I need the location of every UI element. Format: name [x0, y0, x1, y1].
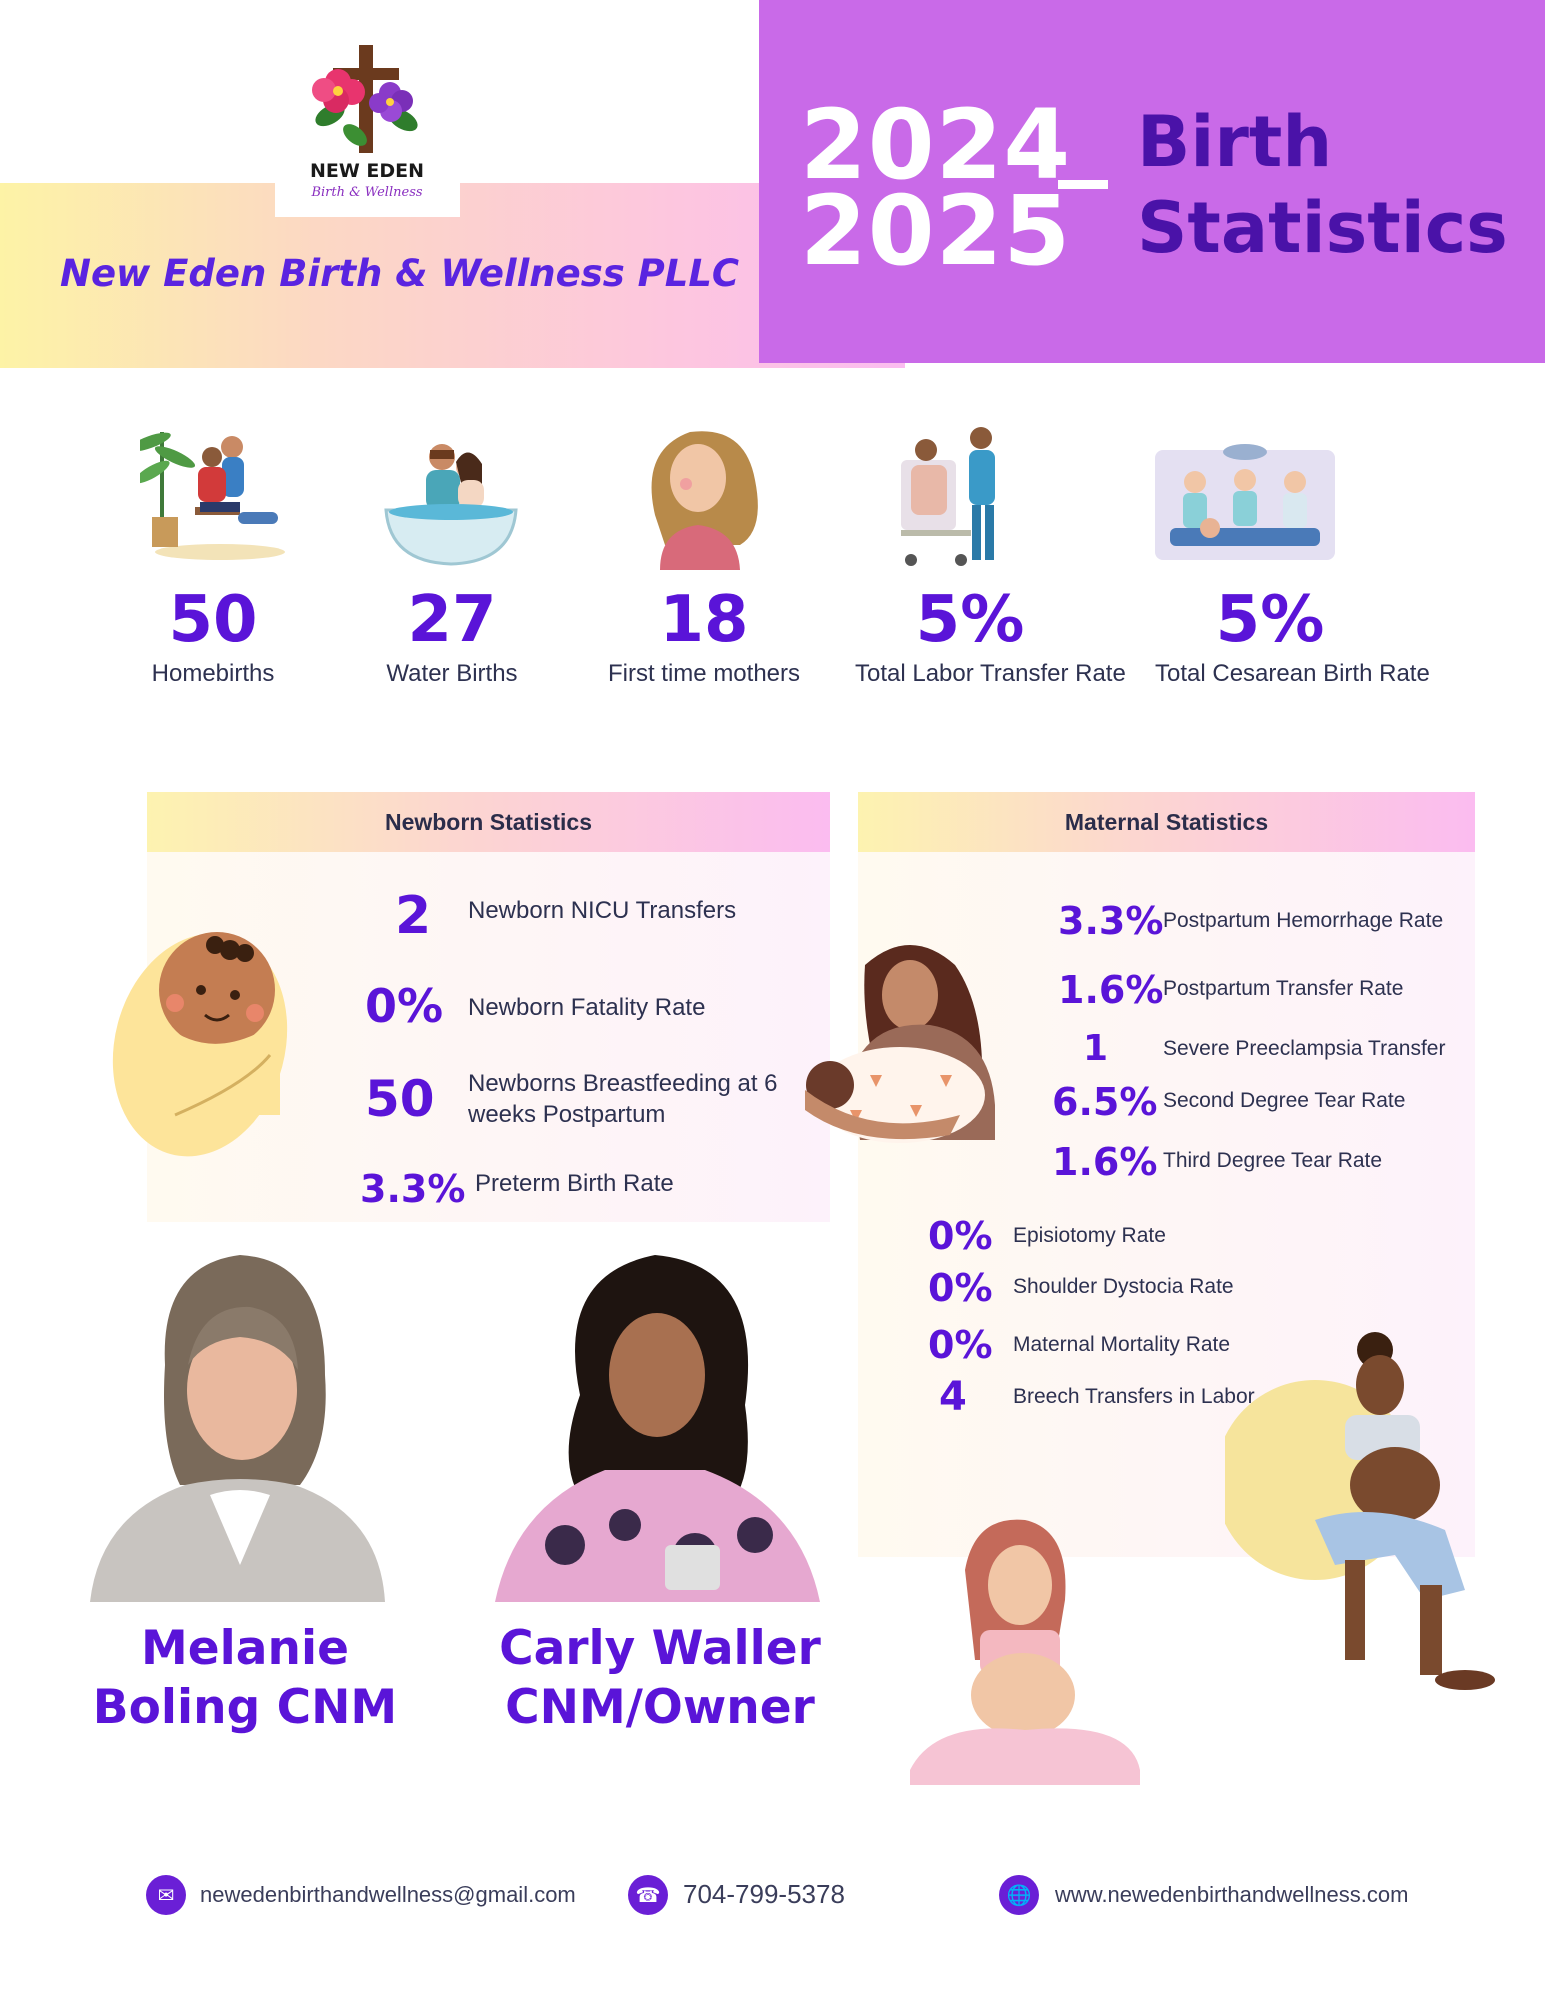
logo-line2: Birth & Wellness [310, 185, 422, 200]
maternal-label-2: Severe Preeclampsia Transfer [1163, 1037, 1446, 1060]
newborn-value-1: 0% [365, 979, 444, 1033]
stat-water-births: 27 Water Births [337, 588, 567, 688]
stat-label: Water Births [386, 660, 518, 687]
maternal-value-3: 6.5% [1052, 1080, 1158, 1124]
newborn-value-2: 50 [365, 1070, 435, 1128]
footer-phone[interactable]: 704-799-5378 [683, 1879, 845, 1909]
page-title-line2: Statistics [1137, 187, 1508, 269]
maternal-value-1: 1.6% [1058, 968, 1164, 1012]
stat-label: Total Labor Transfer Rate [855, 660, 1126, 687]
person-name-line: Melanie [141, 1621, 349, 1676]
stat-cesarean-birth-rate: 5% Total Cesarean Birth Rate [1155, 583, 1430, 688]
family-labor-illustration-icon [140, 432, 285, 560]
melanie-photo [90, 1255, 385, 1602]
maternal-label-7: Maternal Mortality Rate [1013, 1333, 1231, 1356]
newborn-label-2: Newborns Breastfeeding at 6 weeks Postpa… [468, 1070, 778, 1129]
logo: NEW EDEN Birth & Wellness [275, 40, 460, 217]
maternal-value-6: 0% [928, 1266, 993, 1310]
maternal-label-6: Shoulder Dystocia Rate [1013, 1275, 1234, 1298]
person-name-line: Boling CNM [92, 1679, 398, 1735]
footer-website[interactable]: www.newedenbirthandwellness.com [1055, 1882, 1409, 1907]
person-name-carly: Carly Waller CNM/Owner [470, 1620, 850, 1738]
operating-room-illustration-icon [1155, 444, 1335, 560]
stat-label: Homebirths [151, 660, 275, 687]
stat-value: 50 [168, 583, 258, 657]
newborn-label-3: Preterm Birth Rate [475, 1170, 674, 1197]
newborn-value-0: 2 [395, 886, 432, 946]
maternal-value-2: 1 [1083, 1028, 1109, 1069]
person-name-line: Carly Waller [499, 1621, 821, 1676]
year-start: 2024 [800, 89, 1072, 201]
stat-value: 27 [407, 583, 497, 657]
maternal-value-8: 4 [939, 1374, 967, 1420]
maternal-value-5: 0% [928, 1214, 993, 1258]
page-title-line1: Birth [1137, 101, 1333, 183]
newborn-label-0: Newborn NICU Transfers [468, 897, 737, 924]
stat-labor-transfer-rate: 5% Total Labor Transfer Rate [855, 583, 1126, 688]
breastfeeding-mother-illustration-icon [805, 945, 995, 1143]
stat-homebirths: 50 Homebirths [98, 588, 328, 688]
stat-value: 5% [1215, 583, 1325, 657]
mail-icon: ✉ [146, 1875, 186, 1915]
carly-photo [495, 1255, 820, 1602]
maternal-label-5: Episiotomy Rate [1013, 1224, 1166, 1247]
newborn-value-3: 3.3% [360, 1167, 466, 1211]
phone-icon: ☎ [628, 1875, 668, 1915]
globe-icon: 🌐 [999, 1875, 1039, 1915]
stat-value: 18 [659, 583, 749, 657]
stat-first-time-mothers: 18 First time mothers [589, 588, 819, 688]
newborn-panel-header: Newborn Statistics [147, 792, 830, 852]
maternal-value-0: 3.3% [1058, 899, 1164, 943]
maternal-label-8: Breech Transfers in Labor [1013, 1385, 1255, 1408]
footer-email[interactable]: newedenbirthandwellness@gmail.com [200, 1882, 576, 1907]
year-end: 2025 [800, 175, 1072, 287]
person-name-melanie: Melanie Boling CNM [60, 1620, 430, 1738]
stat-value: 5% [915, 583, 1025, 657]
hospital-transfer-illustration-icon [901, 427, 995, 566]
company-name: New Eden Birth & Wellness PLLC [60, 252, 740, 295]
exercise-ball-pregnant-woman-illustration-icon [1225, 1332, 1495, 1690]
year-dash [1058, 180, 1108, 189]
maternal-label-0: Postpartum Hemorrhage Rate [1163, 909, 1444, 932]
maternal-label-3: Second Degree Tear Rate [1163, 1089, 1406, 1112]
maternal-label-1: Postpartum Transfer Rate [1163, 977, 1404, 1000]
meditating-pregnant-woman-illustration-icon [910, 1519, 1140, 1785]
stat-label: Total Cesarean Birth Rate [1155, 660, 1430, 687]
swaddled-baby-illustration-icon [112, 932, 288, 1157]
cross-flower-logo-icon: NEW EDEN Birth & Wellness [310, 45, 424, 200]
maternal-value-4: 1.6% [1052, 1140, 1158, 1184]
header-purple-block [759, 0, 1545, 363]
person-name-line: CNM/Owner [505, 1679, 815, 1735]
stat-label: First time mothers [607, 660, 801, 687]
pregnant-woman-illustration-icon [651, 431, 758, 570]
newborn-label-1: Newborn Fatality Rate [468, 994, 706, 1021]
water-birth-tub-illustration-icon [384, 444, 518, 566]
maternal-label-4: Third Degree Tear Rate [1163, 1149, 1383, 1172]
maternal-value-7: 0% [928, 1323, 993, 1367]
logo-line1: NEW EDEN [310, 160, 424, 182]
maternal-panel-header: Maternal Statistics [858, 792, 1475, 852]
